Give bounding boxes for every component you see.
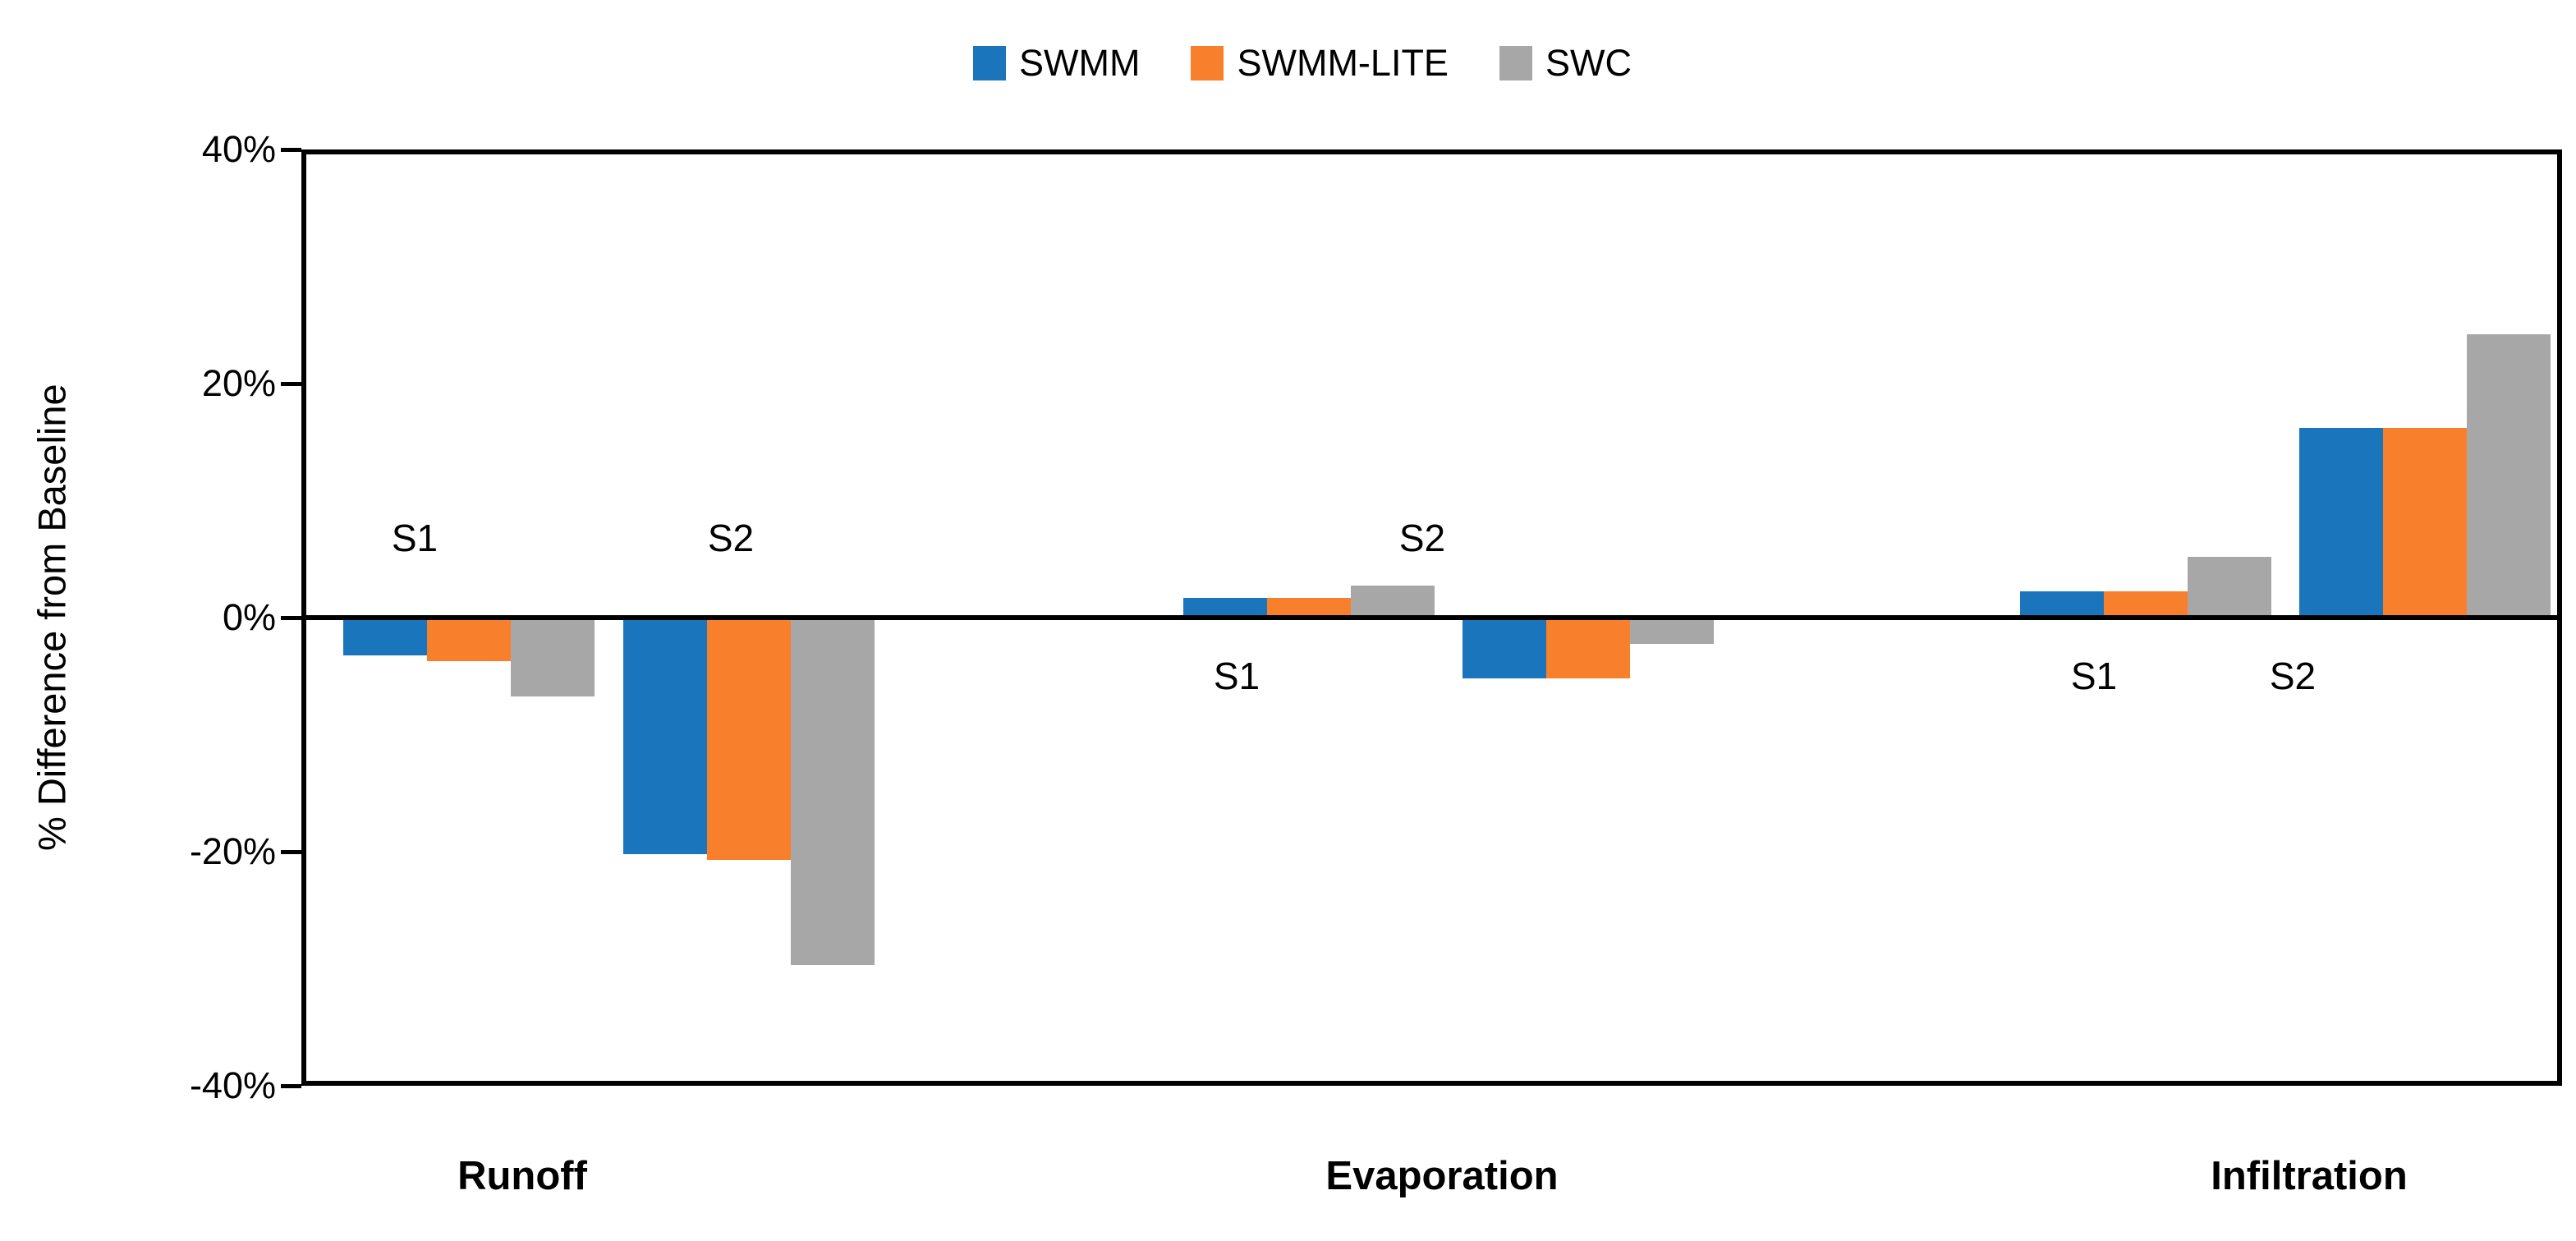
- legend-label-swmm: SWMM: [1019, 42, 1141, 84]
- bar-evaporation-s1-swmm: [1183, 598, 1267, 615]
- y-tick-mark: [281, 148, 301, 152]
- y-tick-label-40: 40%: [201, 128, 276, 170]
- scenario-label-runoff-s1: S1: [391, 517, 439, 559]
- scenario-label-runoff-s2: S2: [707, 517, 755, 559]
- legend: SWMM SWMM-LITE SWC: [973, 43, 1632, 84]
- bar-evaporation-s2-swc: [1630, 620, 1714, 644]
- category-label-evaporation: Evaporation: [1325, 1154, 1559, 1198]
- bar-runoff-s2-swc: [791, 620, 875, 965]
- legend-label-swmm-lite: SWMM-LITE: [1237, 42, 1449, 84]
- y-tick-mark: [281, 382, 301, 386]
- bar-infiltration-s1-swmm-lite: [2104, 591, 2188, 615]
- bar-runoff-s1-swmm-lite: [427, 620, 511, 661]
- y-tick-label-neg40: -40%: [189, 1064, 276, 1106]
- bar-runoff-s1-swmm: [343, 620, 427, 655]
- scenario-label-infiltration-s1: S1: [2070, 655, 2118, 697]
- y-tick-label-neg20: -20%: [189, 830, 276, 872]
- legend-item-swmm: SWMM: [973, 43, 1140, 84]
- y-tick-mark: [281, 850, 301, 854]
- scenario-label-evaporation-s2: S2: [1398, 517, 1446, 559]
- scenario-label-evaporation-s1: S1: [1213, 655, 1260, 697]
- y-axis-title: % Difference from Baseline: [30, 384, 74, 852]
- y-tick-label-20: 20%: [201, 362, 276, 404]
- y-tick-mark: [281, 1084, 301, 1088]
- category-label-runoff: Runoff: [457, 1154, 587, 1198]
- legend-item-swmm-lite: SWMM-LITE: [1191, 42, 1449, 84]
- legend-swatch-swmm-lite: [1191, 46, 1224, 80]
- zero-baseline: [304, 615, 2560, 620]
- legend-label-swc: SWC: [1545, 42, 1632, 84]
- y-tick-label-0: 0%: [222, 596, 276, 638]
- bar-infiltration-s1-swc: [2188, 557, 2271, 615]
- bar-infiltration-s2-swc: [2467, 334, 2551, 615]
- bar-infiltration-s1-swmm: [2020, 591, 2104, 615]
- category-label-infiltration: Infiltration: [2211, 1154, 2408, 1198]
- bar-evaporation-s2-swmm: [1462, 620, 1546, 678]
- bar-runoff-s2-swmm: [623, 620, 707, 854]
- bar-evaporation-s1-swmm-lite: [1267, 598, 1351, 615]
- bar-evaporation-s1-swc: [1351, 586, 1435, 615]
- scenario-label-infiltration-s2: S2: [2269, 655, 2317, 697]
- legend-swatch-swmm: [973, 46, 1006, 80]
- y-tick-mark: [281, 616, 301, 620]
- legend-swatch-swc: [1499, 46, 1532, 80]
- bar-infiltration-s2-swmm: [2299, 428, 2383, 615]
- bar-evaporation-s2-swmm-lite: [1546, 620, 1630, 678]
- bar-runoff-s1-swc: [511, 620, 595, 696]
- legend-item-swc: SWC: [1499, 43, 1632, 84]
- bar-infiltration-s2-swmm-lite: [2383, 428, 2467, 615]
- bar-runoff-s2-swmm-lite: [707, 620, 791, 860]
